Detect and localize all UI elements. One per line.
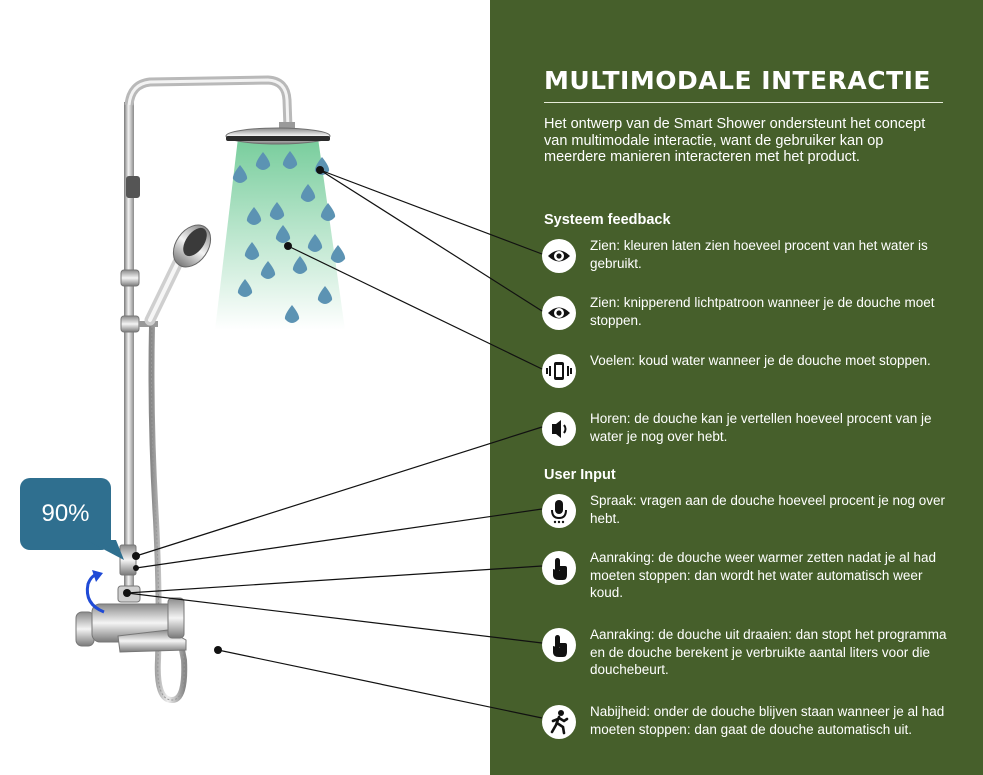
item-text: Zien: knipperend lichtpatroon wanneer je…: [590, 295, 935, 328]
water-drops: [232, 151, 346, 323]
water-drop-icon: [282, 151, 298, 169]
holder-ring-top: [120, 269, 140, 287]
eye-icon: [542, 239, 576, 273]
item-text: Spraak: vragen aan de douche hoeveel pro…: [590, 493, 946, 526]
multimodal-panel: MULTIMODALE INTERACTIE Het ontwerp van d…: [490, 0, 983, 775]
water-drop-icon: [300, 184, 316, 202]
item-text: Aanraking: de douche weer warmer zetten …: [590, 550, 936, 600]
title-divider: [544, 102, 943, 103]
water-drop-icon: [246, 207, 262, 225]
water-drop-icon: [255, 152, 271, 170]
water-drop-icon: [314, 157, 330, 175]
rain-shower-head-mount: [279, 122, 295, 132]
illustration-area: 90%: [0, 0, 490, 775]
water-drop-icon: [232, 165, 248, 183]
section-heading-input: User Input: [544, 467, 616, 483]
water-drop-icon: [237, 279, 253, 297]
walking-person-icon: [542, 705, 576, 739]
speaker-icon: [542, 412, 576, 446]
item-text: Nabijheid: onder de douche blijven staan…: [590, 704, 945, 737]
item-text: Aanraking: de douche uit draaien: dan st…: [590, 627, 947, 677]
percentage-display-bubble: 90%: [20, 478, 111, 550]
water-drop-icon: [292, 256, 308, 274]
water-drop-icon: [260, 261, 276, 279]
water-drop-icon: [307, 234, 323, 252]
water-drop-icon: [330, 245, 346, 263]
section-heading-feedback: Systeem feedback: [544, 212, 671, 228]
water-drop-icon: [269, 202, 285, 220]
water-drop-icon: [275, 225, 291, 243]
shower-riser-pipe: [124, 102, 134, 602]
rotate-arrow-icon: [85, 572, 105, 614]
water-drop-icon: [244, 242, 260, 260]
touch-icon: [542, 628, 576, 662]
percentage-value: 90%: [41, 500, 90, 527]
touch-icon: [542, 551, 576, 585]
water-drop-icon: [284, 305, 300, 323]
eye-icon: [542, 296, 576, 330]
panel-title: MULTIMODALE INTERACTIE: [544, 66, 932, 95]
item-text: Zien: kleuren laten zien hoeveel procent…: [590, 238, 928, 271]
item-text: Horen: de douche kan je vertellen hoevee…: [590, 411, 932, 444]
microphone-icon: [542, 494, 576, 528]
water-drop-icon: [320, 203, 336, 221]
water-drop-icon: [317, 286, 333, 304]
intro-text: Het ontwerp van de Smart Shower onderste…: [544, 116, 926, 165]
bubble-pointer: [86, 540, 124, 560]
item-text: Voelen: koud water wanneer je de douche …: [590, 353, 931, 368]
vibration-icon: [542, 354, 576, 388]
